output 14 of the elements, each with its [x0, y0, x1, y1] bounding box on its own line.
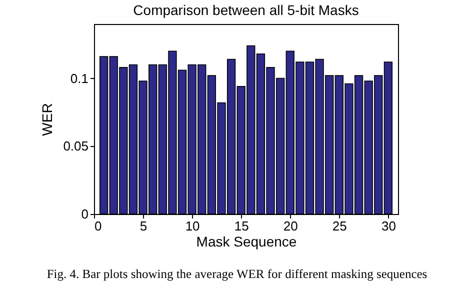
chart-title: Comparison between all 5-bit Masks: [133, 2, 359, 18]
x-tick-label: 15: [234, 218, 249, 234]
y-axis-title: WER: [39, 103, 56, 136]
x-axis-title: Mask Sequence: [196, 234, 297, 250]
x-tick-label: 30: [381, 218, 396, 234]
y-tick-label: 0.05: [63, 138, 88, 154]
x-tick-label: 10: [185, 218, 200, 234]
caption: Fig. 4. Bar plots showing the average WER for different masking sequences: [46, 267, 428, 282]
x-tick-label: 25: [332, 218, 347, 234]
x-tick-label: 5: [140, 218, 148, 234]
y-tick-label: 0: [81, 206, 88, 222]
x-tick-label: 0: [94, 218, 102, 234]
y-tick-label: 0.1: [70, 70, 88, 86]
x-tick-label: 20: [283, 218, 298, 234]
